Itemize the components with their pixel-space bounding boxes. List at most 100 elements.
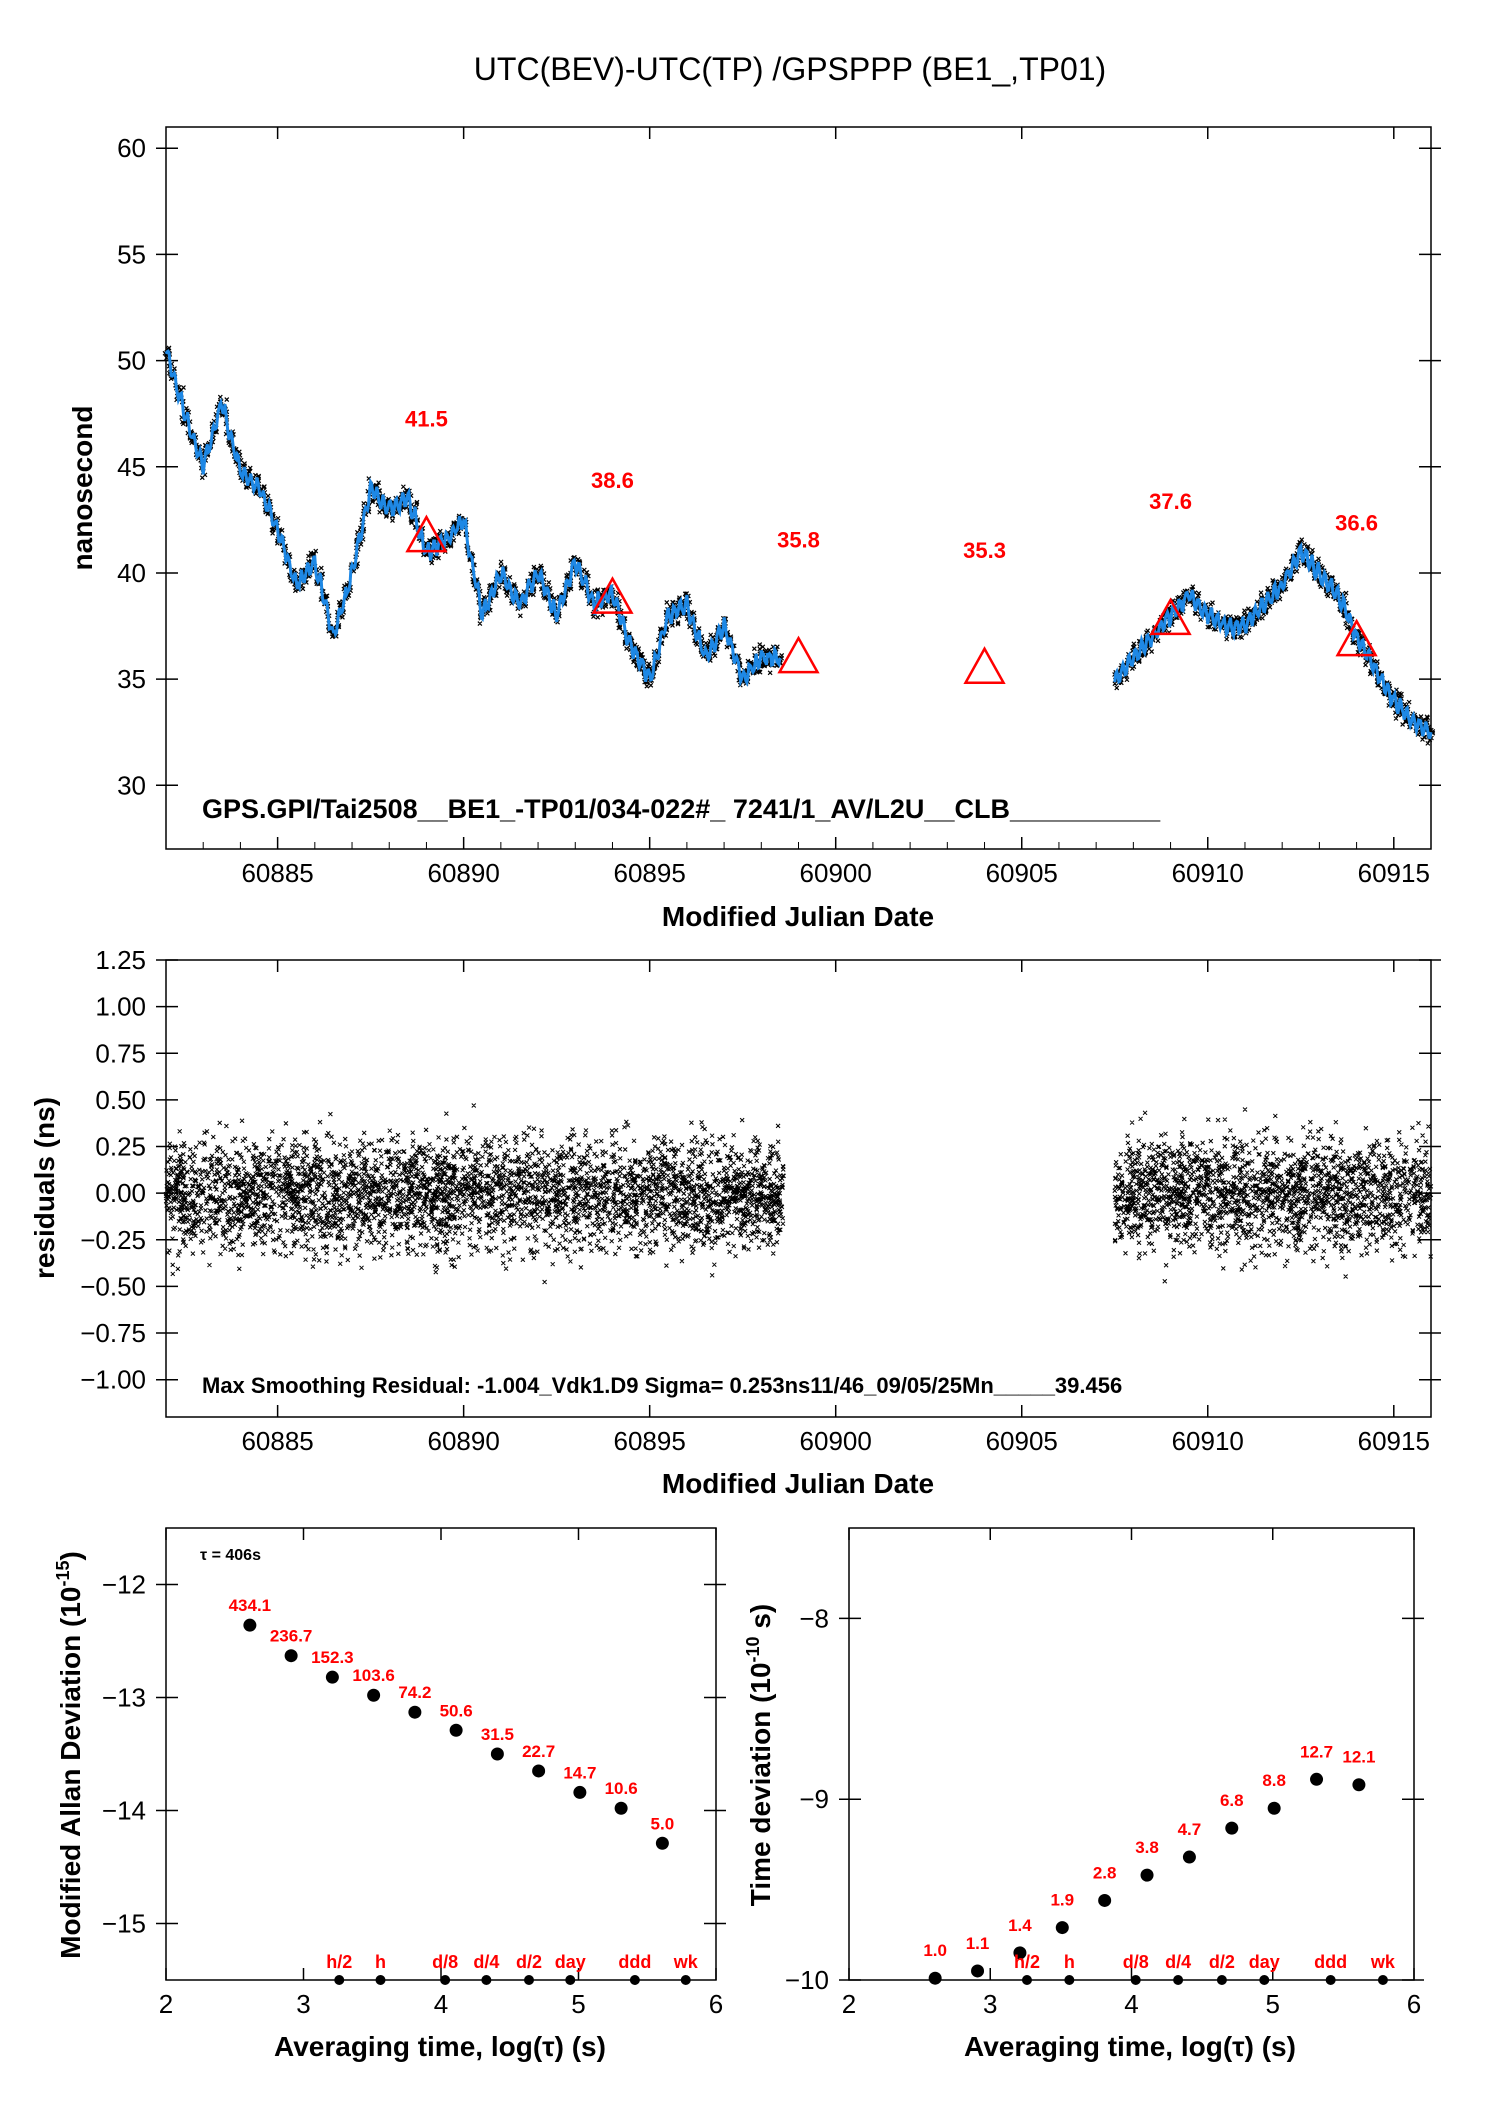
deviation-point [1013, 1946, 1027, 1960]
interval-marker [1021, 1975, 1032, 1985]
mdev-x-label: Averaging time, log(τ) (s) [274, 2031, 606, 2062]
triangle-marker [1149, 597, 1192, 636]
y-tick-label: 55 [117, 239, 146, 269]
deviation-point [325, 1670, 339, 1684]
deviation-value-label: 6.8 [1220, 1791, 1244, 1810]
interval-marker [1173, 1975, 1184, 1985]
x-tick-label: 60895 [614, 1426, 686, 1456]
x-tick-label: 60910 [1172, 858, 1244, 888]
interval-marker [440, 1975, 451, 1985]
interval-marker [1325, 1975, 1336, 1985]
triangle-marker [1335, 618, 1378, 657]
phase-plot: 60885 60890 60895 60900 60905 60910 60915 30 35 4… [67, 126, 1441, 932]
interval-label: h [375, 1952, 386, 1972]
y-tick-label: 1.00 [95, 992, 146, 1022]
deviation-value-label: 12.7 [1300, 1742, 1333, 1761]
deviation-value-label: 50.6 [440, 1701, 473, 1720]
phase-annotations: 41.5 38.6 35.8 35.3 37.6 36.6 [405, 406, 1378, 684]
deviation-value-label: 22.7 [522, 1742, 555, 1761]
phase-note: GPS.GPI/Tai2508__BE1_-TP01/034-022#_ 724… [202, 794, 1161, 824]
deviation-point [573, 1785, 587, 1799]
interval-marker [565, 1975, 576, 1985]
deviation-point [1140, 1868, 1154, 1882]
triangle-marker [405, 514, 448, 553]
y-tick-label: 0.50 [95, 1085, 146, 1115]
residuals-plot: 60885 60890 60895 60900 60905 60910 60915 −1.00… [29, 945, 1441, 1499]
deviation-value-label: 1.4 [1008, 1916, 1032, 1935]
deviation-point [655, 1836, 669, 1850]
x-tick-label: 4 [434, 1989, 448, 2019]
x-tick-label: 4 [1124, 1989, 1138, 2019]
deviation-value-label: 236.7 [270, 1627, 313, 1646]
y-tick-label: −10 [785, 1965, 829, 1995]
tdev-plot-ticks: 2 3 4 5 6 −8 −9 −10 [785, 1528, 1424, 2019]
deviation-value-label: 14.7 [563, 1763, 596, 1782]
deviation-point [243, 1618, 257, 1632]
deviation-point [1098, 1893, 1112, 1907]
x-tick-label: 6 [709, 1989, 723, 2019]
x-tick-label: 3 [983, 1989, 997, 2019]
x-tick-label: 6 [1407, 1989, 1421, 2019]
x-tick-label: 60915 [1358, 1426, 1430, 1456]
x-tick-label: 60910 [1172, 1426, 1244, 1456]
interval-label: ddd [1314, 1952, 1347, 1972]
deviation-point [408, 1705, 422, 1719]
residuals-note: Max Smoothing Residual: -1.004_Vdk1.D9 S… [202, 1373, 1122, 1398]
triangle-marker [591, 576, 634, 614]
interval-marker [334, 1975, 345, 1985]
tdev-plot: 2 3 4 5 6 −8 −9 −10 1.0 1.1 1.4 1.9 2.8 3.8 4.7 6.8 8.8… [743, 1527, 1424, 2062]
y-tick-label: −15 [102, 1909, 146, 1939]
interval-marker [524, 1975, 534, 1985]
x-tick-label: 60885 [241, 858, 313, 888]
deviation-value-label: 4.7 [1178, 1820, 1202, 1839]
annotation-label: 35.8 [777, 527, 820, 552]
residual-point [163, 1103, 1434, 1285]
deviation-value-label: 5.0 [651, 1814, 675, 1833]
deviation-point [284, 1649, 298, 1663]
phase-x-label: Modified Julian Date [662, 901, 934, 932]
y-tick-label: 0.25 [95, 1132, 146, 1162]
deviation-point [971, 1964, 985, 1978]
residuals-x-label: Modified Julian Date [662, 1468, 934, 1499]
residual-points [163, 1103, 1434, 1285]
y-tick-label: 60 [117, 133, 146, 163]
mdev-y-label: Modified Allan Deviation (10-15) [53, 1551, 86, 1959]
interval-label: h [1064, 1952, 1075, 1972]
deviation-value-label: 31.5 [481, 1725, 514, 1744]
interval-label: d/4 [473, 1952, 499, 1972]
annotation-label: 38.6 [591, 468, 634, 493]
interval-label: ddd [618, 1952, 651, 1972]
deviation-point [367, 1688, 381, 1702]
x-tick-label: 60890 [427, 858, 499, 888]
interval-label: wk [673, 1952, 699, 1972]
x-tick-label: 5 [571, 1989, 585, 2019]
deviation-point [449, 1723, 463, 1737]
phase-y-label: nanosecond [67, 406, 98, 571]
smoothed-series-line [164, 349, 782, 687]
annotation-label: 41.5 [405, 406, 448, 431]
y-tick-label: −0.75 [80, 1318, 146, 1348]
interval-label: day [555, 1952, 586, 1972]
tdev-y-label: Time deviation (10-10 s) [743, 1604, 776, 1907]
interval-label: wk [1370, 1952, 1396, 1972]
deviation-value-label: 1.1 [966, 1934, 990, 1953]
deviation-point [614, 1801, 628, 1815]
raw-points [1112, 537, 1436, 746]
x-tick-label: 2 [842, 1989, 856, 2019]
interval-marker [1377, 1975, 1388, 1985]
deviation-point [490, 1747, 504, 1761]
deviation-value-label: 1.9 [1050, 1891, 1074, 1910]
x-tick-label: 5 [1266, 1989, 1280, 2019]
y-tick-label: −8 [799, 1603, 829, 1633]
y-tick-label: −0.25 [80, 1225, 146, 1255]
interval-label: d/2 [1209, 1952, 1235, 1972]
interval-label: h/2 [1014, 1952, 1040, 1972]
smoothed-series-line [1113, 541, 1433, 740]
tdev-x-label: Averaging time, log(τ) (s) [964, 2031, 1296, 2062]
interval-marker [375, 1975, 386, 1985]
x-tick-label: 60905 [986, 858, 1058, 888]
y-tick-label: 1.25 [95, 945, 146, 975]
deviation-value-label: 74.2 [398, 1683, 431, 1702]
deviation-point [1310, 1772, 1324, 1786]
